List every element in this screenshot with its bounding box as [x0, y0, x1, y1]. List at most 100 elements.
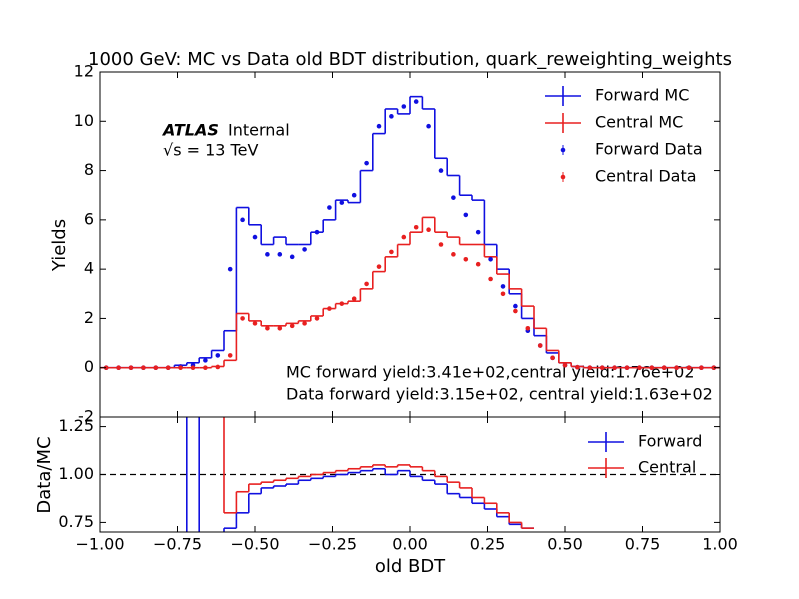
- data-point: [562, 362, 568, 368]
- data-point: [463, 256, 469, 262]
- data-point: [463, 212, 469, 218]
- x-axis-label: old BDT: [375, 556, 446, 577]
- data-point: [265, 252, 270, 257]
- legend-label: Forward Data: [595, 140, 703, 159]
- data-point: [426, 123, 431, 129]
- data-point: [240, 217, 245, 223]
- x-tick-label: −1.00: [75, 535, 124, 554]
- ratio-plot: [100, 417, 720, 532]
- x-tick-label: −0.75: [153, 535, 202, 554]
- data-point: [389, 114, 394, 119]
- y-tick-label: 6: [84, 209, 94, 228]
- data-point: [351, 192, 357, 198]
- data-point: [128, 365, 134, 371]
- data-point: [438, 242, 444, 247]
- data-point: [277, 252, 283, 257]
- data-point: [190, 365, 196, 371]
- x-tick-label: 0.75: [625, 535, 661, 554]
- data-point: [327, 306, 332, 311]
- data-point: [649, 365, 655, 371]
- y-tick-label: 0.75: [58, 512, 94, 531]
- data-point: [674, 365, 679, 371]
- data-point: [661, 365, 667, 371]
- data-point: [116, 365, 121, 371]
- y-tick-label: 4: [84, 259, 94, 278]
- data-point: [339, 200, 345, 205]
- data-point: [550, 355, 555, 361]
- data-point: [252, 234, 258, 240]
- data-point: [612, 365, 617, 371]
- data-point: [203, 358, 208, 363]
- data-point: [637, 365, 642, 371]
- data-point: [289, 323, 295, 329]
- data-point: [699, 365, 704, 371]
- y-tick-label: 1.00: [58, 464, 94, 483]
- data-point: [265, 325, 270, 331]
- data-point: [624, 365, 630, 371]
- chart-title: 1000 GeV: MC vs Data old BDT distributio…: [88, 49, 732, 70]
- data-point: [252, 321, 258, 326]
- x-tick-label: 0.25: [470, 535, 506, 554]
- data-point: [339, 301, 345, 306]
- status-label: Internal: [228, 121, 290, 140]
- energy-label: √s = 13 TeV: [163, 141, 258, 160]
- data-point: [314, 316, 320, 321]
- data-point: [438, 168, 444, 173]
- data-point: [203, 365, 208, 371]
- data-point: [488, 256, 493, 262]
- data-point: [389, 249, 394, 255]
- data-point: [413, 99, 419, 104]
- x-tick-label: −0.25: [308, 535, 357, 554]
- data-point: [686, 365, 692, 371]
- data-point: [302, 321, 307, 326]
- data-point: [451, 195, 456, 200]
- data-point: [475, 229, 481, 235]
- data-point: [227, 266, 233, 272]
- data-point: [475, 261, 481, 267]
- data-point: [599, 365, 605, 371]
- data-point: [401, 104, 407, 109]
- data-point: [364, 281, 369, 287]
- data-point: [513, 308, 518, 314]
- atlas-label: ATLAS: [161, 121, 219, 140]
- data-point: [488, 276, 493, 282]
- y-tick-label: 8: [84, 160, 94, 179]
- data-point: [314, 229, 320, 235]
- y-tick-label: -2: [78, 407, 94, 426]
- y-axis-label: Yields: [49, 219, 70, 272]
- data-point: [277, 325, 283, 331]
- data-point: [327, 205, 332, 210]
- y-tick-label: 1.25: [58, 416, 94, 435]
- data-point: [165, 365, 171, 371]
- legend-label: Central Data: [595, 167, 697, 186]
- y-tick-label: 12: [74, 62, 94, 81]
- data-point: [227, 353, 233, 358]
- legend-label: Central: [638, 458, 696, 477]
- legend-label: Forward: [638, 432, 702, 451]
- data-point: [215, 364, 221, 370]
- data-point: [364, 160, 369, 166]
- data-point: [103, 365, 109, 371]
- data-point: [426, 227, 431, 233]
- data-point: [500, 291, 506, 297]
- main-plot: [100, 95, 720, 371]
- x-tick-label: −0.50: [230, 535, 279, 554]
- data-point: [711, 365, 717, 371]
- ratio-y-axis-label: Data/MC: [34, 436, 55, 513]
- legend-label: Forward MC: [595, 86, 689, 105]
- data-point: [240, 316, 245, 321]
- y-tick-label: 0: [84, 357, 94, 376]
- data-point: [513, 303, 518, 309]
- y-tick-label: 2: [84, 308, 94, 327]
- x-tick-label: 1.00: [702, 535, 738, 554]
- data-point: [376, 123, 382, 129]
- data-yield: Data forward yield:3.15e+02, central yie…: [286, 385, 713, 404]
- data-point: [215, 353, 221, 358]
- data-point: [376, 264, 382, 269]
- legend-label: Central MC: [595, 113, 683, 132]
- x-tick-label: 0.00: [392, 535, 428, 554]
- y-tick-label: 10: [74, 111, 94, 130]
